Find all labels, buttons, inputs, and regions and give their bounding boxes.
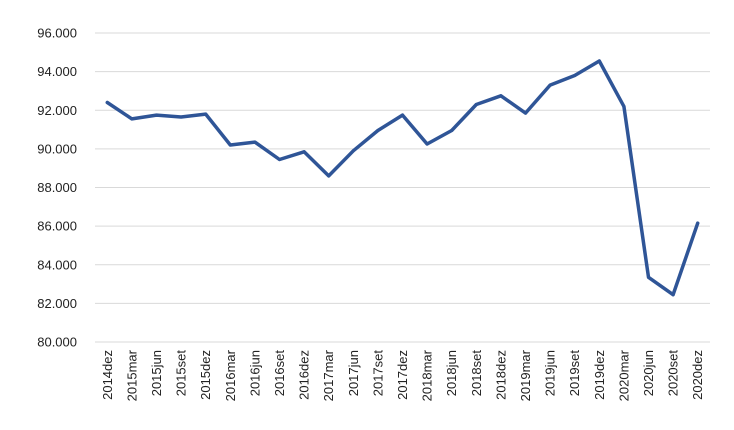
- x-tick-label: 2016jun: [247, 350, 262, 396]
- y-tick-label: 82.000: [37, 296, 77, 311]
- data-point: [696, 221, 700, 225]
- y-tick-label: 94.000: [37, 64, 77, 79]
- x-tick-label: 2016set: [272, 350, 287, 397]
- gridlines: [95, 32, 710, 343]
- x-tick-label: 2016mar: [223, 349, 238, 401]
- y-axis-ticks: 80.000 82.000 84.000 86.000 88.000 90.000 92.0…: [37, 26, 77, 350]
- x-tick-label: 2017dez: [395, 350, 410, 400]
- x-tick-label: 2015set: [174, 350, 189, 397]
- x-tick-label: 2018set: [469, 350, 484, 397]
- data-point: [302, 150, 306, 154]
- x-tick-label: 2019set: [567, 350, 582, 397]
- data-point: [499, 94, 503, 98]
- y-tick-label: 84.000: [37, 257, 77, 272]
- data-point: [401, 113, 404, 117]
- data-point: [105, 101, 109, 105]
- data-point: [179, 115, 183, 119]
- data-point: [376, 129, 380, 133]
- data-point: [548, 83, 552, 87]
- data-point: [228, 143, 232, 147]
- x-tick-label: 2018mar: [420, 349, 435, 401]
- data-point: [573, 73, 577, 77]
- x-tick-label: 2018jun: [444, 350, 459, 396]
- data-point: [327, 174, 331, 178]
- x-tick-label: 2015dez: [198, 350, 213, 400]
- x-tick-label: 2019jun: [543, 350, 558, 396]
- data-point: [204, 112, 208, 116]
- x-tick-label: 2020dez: [690, 350, 705, 400]
- x-tick-label: 2018dez: [493, 350, 508, 400]
- x-tick-label: 2017mar: [321, 349, 336, 401]
- data-point: [155, 113, 158, 117]
- data-point: [647, 275, 650, 279]
- y-tick-label: 80.000: [37, 335, 77, 350]
- data-point: [278, 157, 281, 161]
- data-point: [671, 293, 675, 297]
- x-tick-label: 2015mar: [124, 349, 139, 401]
- series-line: [105, 59, 700, 297]
- x-tick-label: 2017jun: [346, 350, 361, 396]
- data-point: [425, 142, 429, 146]
- x-tick-label: 2014dez: [100, 350, 115, 400]
- data-point: [622, 104, 626, 108]
- x-tick-label: 2020set: [666, 350, 681, 397]
- x-tick-label: 2019mar: [518, 349, 533, 401]
- x-tick-label: 2019dez: [592, 350, 607, 400]
- data-point: [474, 102, 478, 106]
- data-point: [597, 59, 601, 63]
- data-point: [351, 149, 355, 153]
- data-point: [253, 140, 257, 144]
- x-tick-label: 2015jun: [149, 350, 164, 396]
- y-tick-label: 88.000: [37, 180, 77, 195]
- series-layer: [105, 59, 700, 297]
- x-axis-ticks: 2014dez 2015mar 2015jun 2015set 2015dez 2016m…: [100, 349, 705, 401]
- data-point: [130, 117, 134, 121]
- x-tick-label: 2020mar: [616, 349, 631, 401]
- y-tick-label: 96.000: [37, 26, 77, 41]
- x-tick-label: 2016dez: [297, 350, 312, 400]
- y-tick-label: 92.000: [37, 103, 77, 118]
- y-tick-label: 90.000: [37, 141, 77, 156]
- y-tick-label: 86.000: [37, 219, 77, 234]
- data-point: [524, 111, 527, 115]
- x-tick-label: 2017set: [370, 350, 385, 397]
- x-tick-label: 2020jun: [641, 350, 656, 396]
- data-point: [450, 129, 454, 133]
